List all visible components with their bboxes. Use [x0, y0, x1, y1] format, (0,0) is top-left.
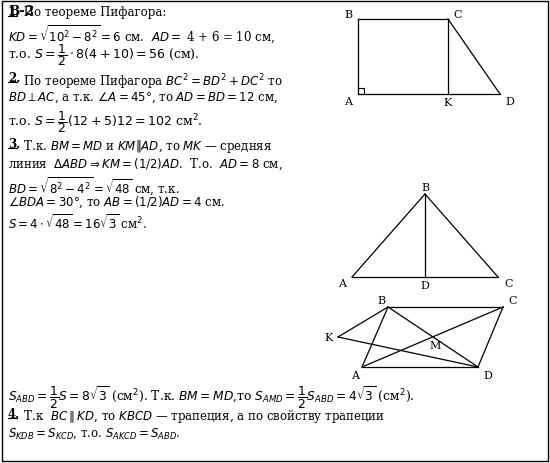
Text: K: K: [324, 332, 333, 342]
Text: $S_{ABD}=\dfrac{1}{2}S=8\sqrt{3}$ (см$^2$). Т.к. $BM=MD$,то $S_{AMD}=\dfrac{1}{2: $S_{ABD}=\dfrac{1}{2}S=8\sqrt{3}$ (см$^2…: [8, 384, 415, 410]
Text: $BD\perp AC$, а т.к. $\angle A=45°$, то $AD=BD=12$ см,: $BD\perp AC$, а т.к. $\angle A=45°$, то …: [8, 91, 278, 105]
Text: Т.к. $BM=MD$ и $KM\|AD$, то $MK$ — средняя: Т.к. $BM=MD$ и $KM\|AD$, то $MK$ — средн…: [20, 138, 272, 155]
Text: т.о. $S=\dfrac{1}{2}(12+5)12=102$ см$^2$.: т.о. $S=\dfrac{1}{2}(12+5)12=102$ см$^2$…: [8, 109, 203, 135]
Text: В-2: В-2: [8, 5, 34, 18]
Text: 3.: 3.: [8, 138, 20, 150]
Text: $KD=\sqrt{10^2-8^2}=6$ см.  $AD=$ 4 + 6 = 10 см,: $KD=\sqrt{10^2-8^2}=6$ см. $AD=$ 4 + 6 =…: [8, 24, 275, 46]
Text: 2.: 2.: [8, 72, 20, 85]
Text: A: A: [344, 97, 352, 107]
Text: $\angle BDA=30°$, то $AB=(1/2)AD=4$ см.: $\angle BDA=30°$, то $AB=(1/2)AD=4$ см.: [8, 194, 225, 210]
Text: C: C: [508, 295, 516, 305]
Text: По теореме Пифагора $BC^2=BD^2+DC^2$ то: По теореме Пифагора $BC^2=BD^2+DC^2$ то: [20, 72, 283, 91]
Text: 1.: 1.: [8, 6, 20, 19]
Text: C: C: [453, 10, 461, 20]
Text: По теореме Пифагора:: По теореме Пифагора:: [20, 6, 166, 19]
Text: A: A: [351, 370, 359, 380]
Text: D: D: [483, 370, 492, 380]
Text: $S_{KDB}=S_{KCD}$, т.о. $S_{AKCD}=S_{ABD}$.: $S_{KDB}=S_{KCD}$, т.о. $S_{AKCD}=S_{ABD…: [8, 426, 180, 440]
Text: B: B: [421, 182, 429, 193]
Text: A: A: [338, 278, 346, 288]
Text: D: D: [505, 97, 514, 107]
Text: B: B: [378, 295, 386, 305]
Text: $BD=\sqrt{8^2-4^2}=\sqrt{48}$ см, т.к.: $BD=\sqrt{8^2-4^2}=\sqrt{48}$ см, т.к.: [8, 175, 180, 198]
Text: 4.: 4.: [8, 407, 20, 420]
Text: B: B: [345, 10, 353, 20]
Text: линия  $\Delta ABD\Rightarrow KM=(1/2)AD$.  Т.о.  $AD=8$ см,: линия $\Delta ABD\Rightarrow KM=(1/2)AD$…: [8, 156, 283, 172]
Text: т.о. $S=\dfrac{1}{2}\cdot 8(4+10)=56$ (см).: т.о. $S=\dfrac{1}{2}\cdot 8(4+10)=56$ (с…: [8, 42, 199, 68]
Text: K: K: [444, 98, 452, 108]
Text: M: M: [430, 340, 441, 350]
Text: $S=4\cdot\sqrt{48}=16\sqrt{3}$ см$^2$.: $S=4\cdot\sqrt{48}=16\sqrt{3}$ см$^2$.: [8, 213, 147, 231]
Text: Т.к  $BC\parallel KD$, то $KBCD$ — трапеция, а по свойству трапеции: Т.к $BC\parallel KD$, то $KBCD$ — трапец…: [20, 407, 385, 424]
Text: D: D: [421, 281, 430, 290]
Text: C: C: [504, 278, 513, 288]
